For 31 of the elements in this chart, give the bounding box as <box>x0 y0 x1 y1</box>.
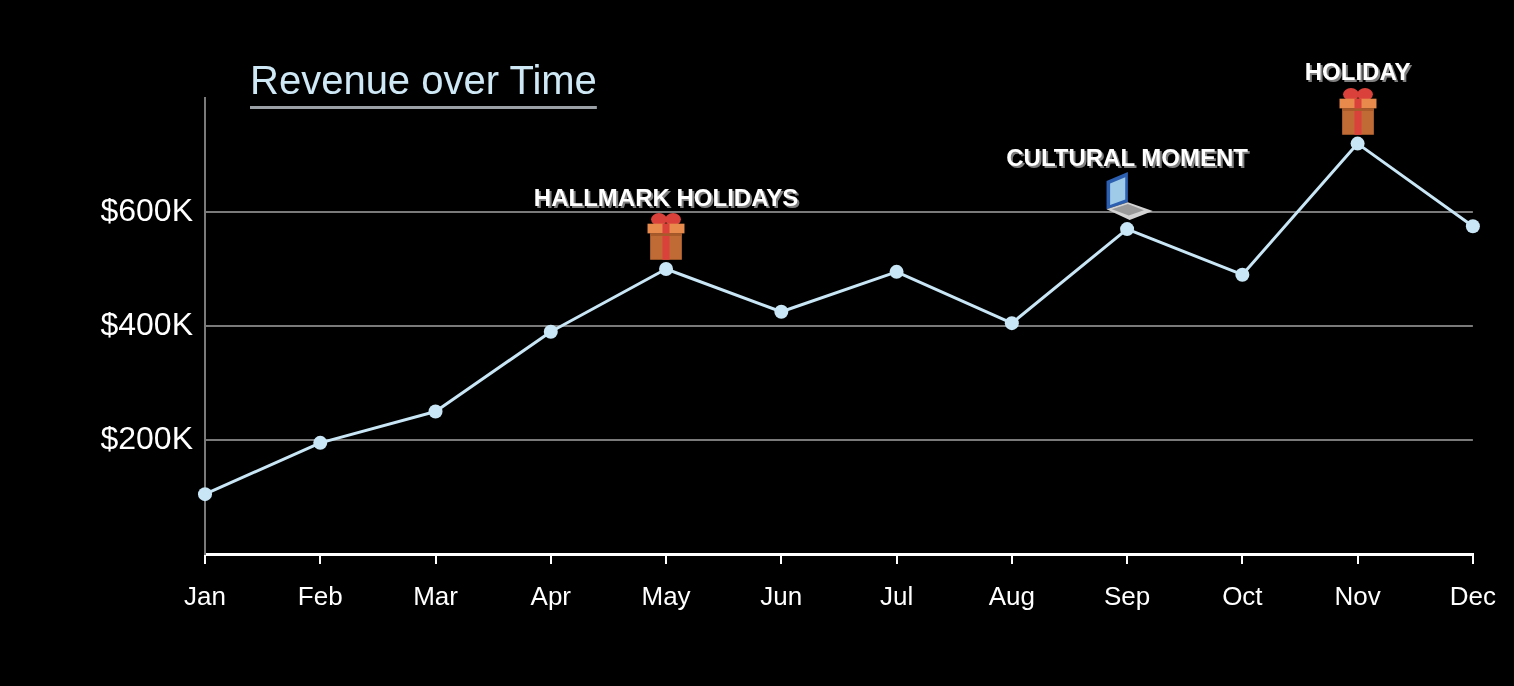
x-tick-label: Jan <box>184 580 226 611</box>
x-tick-label: Jun <box>760 580 803 611</box>
point <box>1120 222 1135 237</box>
point <box>1004 316 1019 331</box>
chart-title: Revenue over Time <box>250 58 597 103</box>
x-tick-label: Nov <box>1334 580 1381 611</box>
point <box>313 435 328 450</box>
point <box>1350 136 1365 151</box>
annotation: CULTURAL MOMENT <box>1006 143 1249 171</box>
x-tick-label: Sep <box>1103 580 1151 611</box>
x-tick-label: Mar <box>413 580 459 611</box>
x-tick-label: Dec <box>1449 580 1497 611</box>
y-tick-label: $200K <box>100 419 193 456</box>
y-tick-label: $600K <box>100 191 193 228</box>
x-tick-label: Aug <box>988 580 1035 611</box>
point <box>198 487 212 502</box>
annotation: HOLIDAY <box>1304 58 1411 86</box>
x-tick-label: Feb <box>297 580 343 611</box>
point <box>774 304 789 319</box>
point <box>889 264 904 279</box>
x-tick-label: Apr <box>530 580 572 611</box>
x-tick-label: Oct <box>1222 580 1264 611</box>
point <box>659 262 674 276</box>
x-tick-label: May <box>641 580 691 611</box>
point <box>543 324 558 339</box>
point <box>1465 219 1480 234</box>
annotation: HALLMARK HOLIDAYS <box>533 183 799 211</box>
y-tick-label: $400K <box>100 305 193 342</box>
x-tick-label: Jul <box>879 580 914 611</box>
point <box>1235 267 1250 282</box>
point <box>428 404 443 419</box>
